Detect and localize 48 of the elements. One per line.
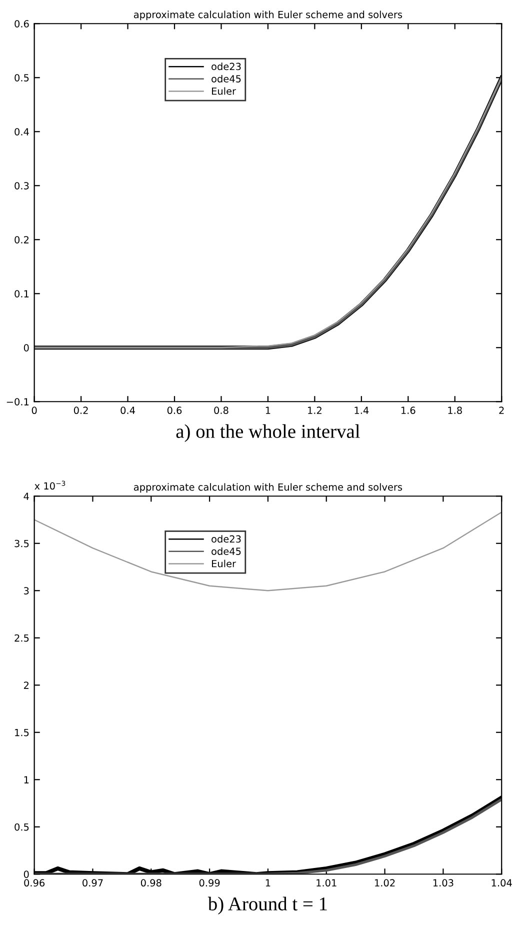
y-tick-label: 0.6 xyxy=(14,20,29,28)
legend-label: ode45 xyxy=(212,547,241,555)
x-tick-label: 0.4 xyxy=(120,406,135,414)
x-tick-label: 1.8 xyxy=(448,406,462,414)
x-tick-label: 1.03 xyxy=(433,879,454,887)
x-tick-label: 0.6 xyxy=(167,406,182,414)
y-tick-label: 0.1 xyxy=(14,290,29,298)
chart-title: approximate calculation with Euler scheme and solvers xyxy=(134,10,402,20)
x-tick-label: 1 xyxy=(266,879,270,886)
x-tick-label: 0.8 xyxy=(214,406,228,414)
y-tick-label: 0 xyxy=(24,870,29,878)
y-tick-label: 1.5 xyxy=(15,728,29,736)
y-tick-label: 0.5 xyxy=(14,823,29,831)
y-tick-label: 2.5 xyxy=(14,634,29,642)
x-tick-label: 0.97 xyxy=(82,879,103,887)
text: b) Around t = 1 xyxy=(208,896,327,914)
y-tick-label: 0.4 xyxy=(14,128,29,136)
legend-label: ode23 xyxy=(212,62,241,70)
x-tick-label: 1.01 xyxy=(316,879,336,887)
x-tick-label: 0.99 xyxy=(199,879,220,887)
legend-label: ode45 xyxy=(212,74,241,82)
y-tick-label: 0 xyxy=(24,344,29,352)
x-tick-label: 1 xyxy=(266,406,270,414)
legend-label: Euler xyxy=(212,87,236,95)
x-tick-label: 1.04 xyxy=(492,879,512,887)
legend-label: ode23 xyxy=(212,535,241,543)
text: a) on the whole interval xyxy=(176,424,360,442)
x-tick-label: 2 xyxy=(499,406,504,414)
x-tick-label: 0.2 xyxy=(74,406,88,414)
legend-label: Euler xyxy=(212,560,236,568)
y-tick-label: 3.5 xyxy=(14,540,29,548)
y-tick-label: 2 xyxy=(24,682,28,689)
text: x 10$^{−3}$ xyxy=(34,480,66,490)
x-tick-label: 0.98 xyxy=(140,879,162,887)
y-tick-label: 0.2 xyxy=(14,236,28,244)
y-tick-label: −0.1 xyxy=(6,398,29,406)
y-tick-label: 1 xyxy=(24,776,29,784)
y-tick-label: 0.5 xyxy=(14,74,29,82)
y-tick-label: 3 xyxy=(24,587,29,594)
x-tick-label: 1.02 xyxy=(375,879,395,887)
x-tick-label: 0.96 xyxy=(24,879,45,887)
x-tick-label: 1.2 xyxy=(308,406,322,414)
x-tick-label: 0 xyxy=(32,406,37,414)
y-tick-label: 4 xyxy=(24,492,29,500)
x-tick-label: 1.6 xyxy=(401,406,416,414)
x-tick-label: 1.4 xyxy=(354,406,369,414)
chart-title: approximate calculation with Euler scheme and solvers xyxy=(134,483,402,493)
y-tick-label: 0.3 xyxy=(14,182,29,190)
